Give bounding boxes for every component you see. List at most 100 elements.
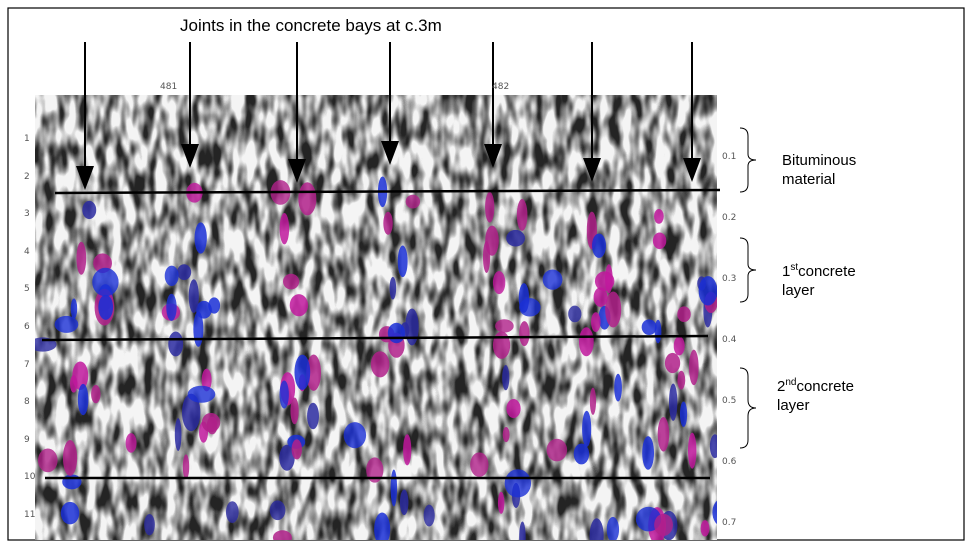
layer-boundary xyxy=(54,188,721,195)
arrow-head xyxy=(484,144,502,168)
reflection xyxy=(194,222,207,254)
reflection xyxy=(709,434,717,459)
reflection xyxy=(698,276,717,306)
reflection xyxy=(166,293,177,321)
reflection xyxy=(366,457,384,483)
scale-label: 482 xyxy=(492,82,510,92)
reflection xyxy=(343,422,367,449)
reflection xyxy=(423,504,435,527)
reflection xyxy=(279,380,289,409)
annotation-text: nd xyxy=(785,377,797,388)
reflection xyxy=(279,444,295,471)
reflection xyxy=(591,312,601,333)
reflection xyxy=(279,213,290,245)
reflection xyxy=(70,375,78,393)
reflection xyxy=(182,454,190,480)
reflection xyxy=(125,433,137,453)
reflection xyxy=(37,448,58,473)
brace xyxy=(739,127,757,193)
annotation-text: 2 xyxy=(777,378,786,395)
reflection xyxy=(201,368,212,392)
reflection xyxy=(164,265,179,287)
arrow-head xyxy=(76,166,94,190)
scale-label: 6 xyxy=(24,322,30,332)
reflection xyxy=(497,491,505,514)
reflection xyxy=(283,273,300,290)
joint-arrows xyxy=(76,42,701,190)
reflection xyxy=(144,513,155,536)
reflection xyxy=(168,331,184,357)
reflection xyxy=(594,271,615,291)
scale-label: 4 xyxy=(24,246,30,257)
reflection xyxy=(689,349,699,386)
arrow-head xyxy=(683,158,701,182)
reflection xyxy=(700,520,710,537)
scale-label: 7 xyxy=(24,359,30,370)
reflection xyxy=(181,393,201,432)
reflection xyxy=(504,469,532,498)
scale-label: 0.5 xyxy=(722,396,737,406)
annotation-text: concrete xyxy=(796,378,855,395)
reflection xyxy=(568,305,582,323)
reflection xyxy=(606,516,620,540)
reflection xyxy=(269,500,286,521)
annotation-text: layer xyxy=(782,282,815,299)
scale-label: 5 xyxy=(24,284,30,295)
arrow-head xyxy=(288,159,306,183)
reflection xyxy=(98,294,114,320)
reflection xyxy=(225,501,239,523)
scale-label: 0.3 xyxy=(722,274,737,284)
reflection xyxy=(485,225,499,256)
reflection xyxy=(298,182,317,216)
reflection xyxy=(62,474,82,490)
reflection xyxy=(399,489,409,516)
reflection xyxy=(502,365,510,391)
reflection xyxy=(546,438,568,462)
reflection xyxy=(62,440,78,476)
annotation-text: st xyxy=(790,262,799,273)
scale-label: 0.2 xyxy=(722,213,737,223)
reflection xyxy=(519,298,541,317)
reflection xyxy=(383,211,393,235)
reflection xyxy=(657,416,670,452)
reflection xyxy=(654,513,673,536)
reflection xyxy=(679,401,688,428)
reflection xyxy=(485,191,495,223)
scale-label: 1 xyxy=(24,134,30,144)
reflection xyxy=(673,336,685,356)
reflection xyxy=(516,199,528,231)
reflection xyxy=(403,434,412,466)
reflection xyxy=(92,267,119,297)
reflection xyxy=(677,370,686,390)
reflection xyxy=(389,276,397,300)
reflection xyxy=(291,439,302,460)
reflection xyxy=(506,229,526,247)
scale-label: 2 xyxy=(24,171,30,182)
scale-label: 3 xyxy=(24,209,30,220)
arrow-head xyxy=(583,158,601,182)
scale-label: 8 xyxy=(24,397,30,408)
reflection xyxy=(174,418,182,451)
reflection xyxy=(387,322,406,344)
annotation-text: layer xyxy=(777,397,810,414)
reflection xyxy=(589,387,597,415)
reflection xyxy=(664,352,681,374)
reflection xyxy=(70,298,78,319)
title: Joints in the concrete bays at c.3m xyxy=(180,16,442,35)
arrow-head xyxy=(181,144,199,168)
reflection xyxy=(605,291,622,328)
reflection xyxy=(91,385,101,404)
brace xyxy=(739,237,757,303)
reflection xyxy=(77,383,89,416)
reflection xyxy=(641,319,657,336)
arrow-head xyxy=(381,141,399,165)
reflection xyxy=(495,319,514,333)
reflection xyxy=(492,331,511,359)
scale-label: 11 xyxy=(24,510,36,520)
reflection xyxy=(405,308,419,346)
reflection xyxy=(306,354,322,391)
reflection xyxy=(519,521,526,540)
reflection xyxy=(506,399,521,419)
reflection xyxy=(573,443,590,465)
